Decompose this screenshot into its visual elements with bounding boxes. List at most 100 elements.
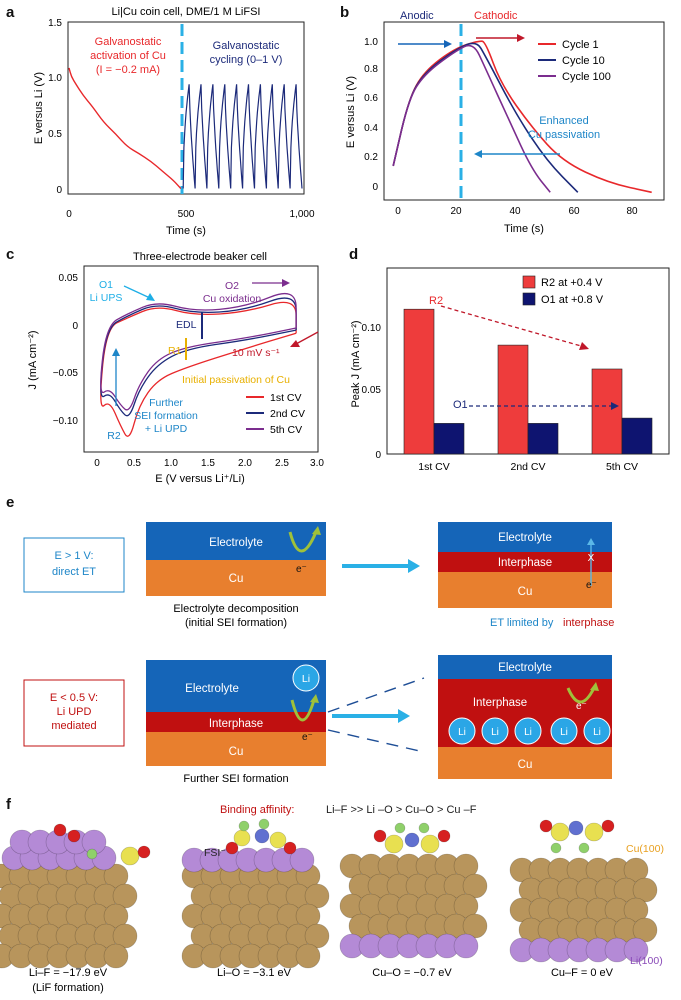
panel-b-ytick: 0: [372, 182, 378, 193]
cu-atom: [632, 877, 658, 903]
panel-c-r2: R2: [107, 430, 121, 442]
panel-e-s4-li-label: Li: [524, 727, 532, 738]
cu-atom: [462, 913, 488, 939]
panel-a-activation-curve: [68, 67, 182, 189]
panel-c-ytick: −0.05: [53, 368, 79, 379]
cu-atom: [112, 923, 138, 949]
panel-c-scan-arrow: [295, 331, 319, 345]
panel-e-cap3: Further SEI formation: [183, 773, 288, 785]
panel-c-series-1st: [100, 301, 297, 437]
panel-c-o2: Cu oxidation: [203, 293, 262, 305]
panel-f-fsi-label: FSI⁻: [204, 847, 226, 859]
panel-label-d: d: [349, 246, 359, 263]
panel-e-s4-li-row: Li Li Li Li Li: [448, 717, 611, 745]
panel-b-ytick: 0.2: [364, 152, 378, 163]
li-atom: [289, 847, 315, 873]
panel-d-bar: [403, 308, 435, 455]
panel-c-chart: Three-electrode beaker cell 0.05 0 −0.05…: [27, 251, 324, 485]
panel-e-s4-li-label: Li: [458, 727, 466, 738]
panel-c-ytick: −0.10: [53, 416, 79, 427]
panel-c-further: + Li UPD: [145, 423, 188, 435]
panel-c-xtick: 3.0: [310, 458, 324, 469]
cu-atom: [453, 853, 479, 879]
panel-f-cap1: (LiF formation): [32, 982, 104, 994]
panel-b-legend-item: Cycle 100: [562, 71, 611, 83]
panel-e-s3-li-ion: [292, 664, 320, 692]
panel-c-scan-arrowhead: [290, 340, 300, 347]
n-atom: [568, 820, 584, 836]
panel-e-s1-et-arrow: [288, 531, 318, 553]
panel-a-ylabel: E versus Li (V): [33, 72, 45, 144]
panel-d-ytick: 0.05: [362, 385, 382, 396]
o-atom: [67, 829, 81, 843]
panel-e-zoom-line-top: [327, 677, 425, 713]
panel-b-note: Enhanced: [539, 115, 589, 127]
panel-e-s2-electrolyte-label: Electrolyte: [498, 532, 552, 544]
panel-c-frame: [83, 265, 319, 453]
f-atom: [258, 818, 270, 830]
panel-e-s4-li-ion: [514, 717, 542, 745]
panel-d-ylabel: Peak J (mA cm⁻²): [350, 320, 362, 407]
panel-d-ytick: 0: [375, 450, 381, 461]
panel-c-scan-rate: 10 mV s⁻¹: [232, 347, 280, 359]
panel-e-s2-interphase: [438, 552, 612, 572]
panel-e-s2-electrolyte: [438, 522, 612, 552]
panel-e-zoom-line-bottom: [327, 729, 425, 753]
panel-b-legend: Cycle 1 Cycle 10 Cycle 100: [538, 39, 611, 83]
panel-c-ytick: 0.05: [59, 273, 79, 284]
panel-b-ytick: 0.6: [364, 93, 378, 104]
panel-c-legend-item: 2nd CV: [270, 408, 305, 420]
panel-c-xtick: 2.5: [275, 458, 289, 469]
panel-e-s4-electron: e⁻: [576, 701, 587, 712]
panel-b-ytick: 1.0: [364, 37, 378, 48]
panel-a-left-note: activation of Cu: [90, 50, 166, 62]
cu-atom: [623, 857, 649, 883]
cu-atom: [112, 883, 138, 909]
panel-label-e: e: [6, 494, 15, 511]
panel-c-xtick: 0.5: [127, 458, 141, 469]
panel-d-bar: [591, 368, 623, 455]
panel-c-xtick: 2.0: [238, 458, 252, 469]
panel-e-s1-cu: [146, 560, 326, 596]
panel-f-cap4: Cu–F = 0 eV: [551, 967, 614, 979]
f-atom: [418, 822, 430, 834]
panel-e-box2-text: E < 0.5 V:: [50, 692, 98, 704]
cu-atom: [103, 943, 129, 969]
panel-e-s4-li-ion: [550, 717, 578, 745]
panel-c-legend-item: 5th CV: [270, 424, 302, 436]
panel-label-a: a: [6, 4, 15, 21]
panel-a-title: Li|Cu coin cell, DME/1 M LiFSI: [112, 6, 261, 18]
panel-label-f: f: [6, 796, 11, 813]
n-atom: [254, 828, 270, 844]
panel-b-passivation-arrowhead: [474, 150, 482, 158]
panel-a-right-note: cycling (0–1 V): [210, 54, 283, 66]
panel-e-s1-electron: e⁻: [296, 564, 307, 575]
panel-b-frame: [383, 21, 665, 201]
cu-atom: [453, 893, 479, 919]
o-atom: [373, 829, 387, 843]
panel-e-s3-cu: [146, 732, 326, 766]
f-atom: [550, 842, 562, 854]
panel-b-xtick: 20: [450, 206, 462, 217]
o-atom: [137, 845, 151, 859]
panel-b-anodic-label: Anodic: [400, 10, 434, 22]
panel-c-r1: R1: [168, 345, 182, 357]
panel-e-box2-text: Li UPD: [57, 706, 92, 718]
panel-e-s4-li-label: Li: [560, 727, 568, 738]
panel-b-legend-item: Cycle 1: [562, 39, 599, 51]
panel-e-cap1: Electrolyte decomposition: [173, 603, 298, 615]
panel-f-cap2: Li–O = −3.1 eV: [217, 967, 292, 979]
cu-atom: [462, 873, 488, 899]
panel-a-ytick: 0: [56, 185, 62, 196]
panel-c-o1-arrowhead: [146, 293, 155, 301]
panel-e-box-direct-et: [23, 537, 125, 593]
o-atom: [225, 841, 239, 855]
panel-label-b: b: [340, 4, 350, 21]
panel-e-s1-electrolyte-label: Electrolyte: [209, 537, 263, 549]
panel-d-legend: R2 at +0.4 V O1 at +0.8 V: [522, 275, 604, 306]
panel-b-note: Cu passivation: [528, 129, 600, 141]
panel-b-ytick: 0.8: [364, 64, 378, 75]
panel-e-cap2-a: ET limited by: [490, 617, 554, 629]
panel-a-xtick: 0: [66, 209, 72, 220]
panel-a-xtick: 500: [178, 209, 195, 220]
